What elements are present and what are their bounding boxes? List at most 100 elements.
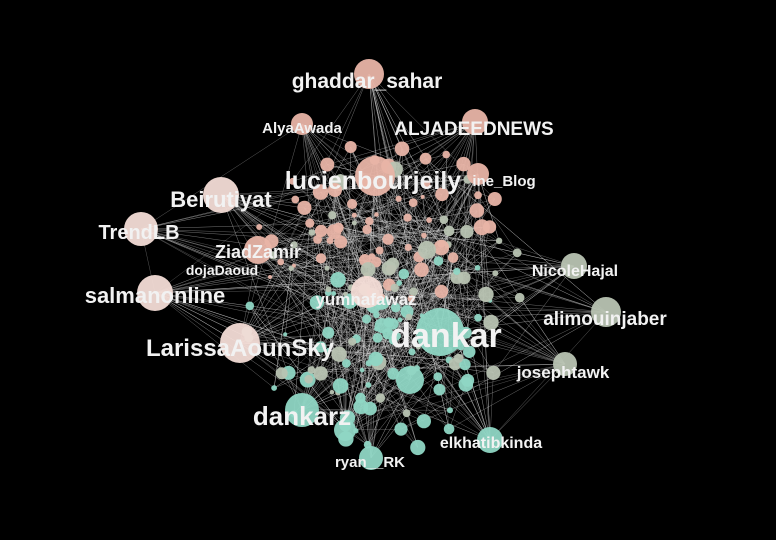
label-LarissaAounSky: LarissaAounSky — [146, 335, 335, 362]
graph-node-s37 — [348, 338, 356, 346]
graph-node-s25 — [442, 151, 450, 159]
graph-node-s95 — [309, 229, 316, 236]
label-Beirutiyat: Beirutiyat — [170, 187, 272, 212]
label-ryan_RK: ryan__RK — [335, 454, 405, 471]
graph-node-n2 — [396, 366, 424, 394]
graph-node-s165 — [396, 196, 402, 202]
label-yumnafawaz: yumnafawaz — [315, 290, 416, 309]
graph-node-s31 — [475, 265, 481, 271]
graph-node-s104 — [333, 223, 343, 233]
graph-node-s173 — [414, 262, 429, 277]
graph-node-s132 — [410, 440, 425, 455]
graph-node-s46 — [492, 270, 498, 276]
graph-node-s148 — [417, 414, 431, 428]
graph-node-s171 — [421, 195, 425, 199]
graph-node-s27 — [444, 424, 455, 435]
graph-node-s79 — [403, 409, 411, 417]
graph-node-n4 — [418, 241, 436, 259]
graph-node-s83 — [513, 248, 522, 257]
graph-node-s179 — [474, 219, 490, 235]
graph-node-s116 — [313, 366, 327, 380]
label-lucienbourjeily: lucienbourjeily — [285, 167, 462, 195]
graph-node-s26 — [515, 293, 525, 303]
label-dankarz: dankarz — [253, 401, 351, 431]
graph-node-s56 — [328, 211, 336, 219]
graph-node-s72 — [470, 203, 485, 218]
graph-node-s40 — [395, 142, 410, 157]
graph-node-s43 — [360, 368, 365, 373]
graph-node-s115 — [256, 224, 262, 230]
graph-node-s14 — [246, 302, 255, 311]
graph-node-s54 — [447, 407, 453, 413]
label-ine_Blog: ine_Blog — [472, 173, 535, 190]
graph-node-s9 — [362, 315, 371, 324]
graph-node-s140 — [405, 244, 412, 251]
graph-node-s126 — [426, 217, 432, 223]
graph-edge — [467, 232, 574, 266]
graph-node-s117 — [315, 225, 327, 237]
graph-node-s74 — [366, 382, 372, 388]
graph-node-s41 — [444, 226, 455, 237]
graph-node-s178 — [459, 377, 474, 392]
graph-node-s145 — [373, 312, 380, 319]
graph-node-s118 — [404, 214, 412, 222]
graph-node-s164 — [488, 192, 502, 206]
label-josephtawk: josephtawk — [516, 363, 610, 382]
graph-node-s157 — [434, 240, 450, 256]
graph-node-s110 — [297, 201, 311, 215]
graph-node-s147 — [435, 285, 448, 298]
graph-node-s7 — [271, 385, 277, 391]
graph-node-s186 — [330, 390, 335, 395]
graph-node-s39 — [362, 225, 371, 234]
graph-node-s189 — [376, 393, 385, 402]
graph-node-s60 — [474, 191, 482, 199]
graph-node-s8 — [345, 141, 357, 153]
graph-node-s86 — [409, 198, 418, 207]
label-ghaddar_sahar: ghaddar_sahar — [292, 70, 443, 93]
graph-node-s88 — [399, 269, 410, 280]
graph-node-s151 — [352, 221, 357, 226]
graph-node-s22 — [448, 252, 459, 263]
graph-node-s187 — [434, 384, 446, 396]
graph-node-s12 — [365, 217, 373, 225]
graph-node-s85 — [486, 366, 500, 380]
label-dojaDaoud: dojaDaoud — [186, 262, 258, 278]
graph-node-s160 — [394, 423, 407, 436]
graph-node-s91 — [460, 225, 473, 238]
label-NicoleHajal: NicoleHajal — [532, 263, 618, 280]
graph-node-s112 — [373, 333, 383, 343]
graph-node-s45 — [316, 253, 326, 263]
label-salmanonline: salmanonline — [85, 283, 226, 308]
graph-node-s48 — [496, 238, 502, 244]
graph-node-s131 — [374, 327, 379, 332]
graph-node-s185 — [454, 354, 463, 363]
graph-node-s96 — [276, 367, 288, 379]
graph-node-s158 — [458, 271, 471, 284]
graph-node-s100 — [305, 219, 314, 228]
graph-node-s181 — [352, 213, 357, 218]
graph-node-s162 — [434, 372, 443, 381]
graph-node-s127 — [330, 272, 346, 288]
graph-node-s166 — [420, 153, 432, 165]
graph-node-s154 — [382, 261, 397, 276]
graph-node-s101 — [334, 236, 347, 249]
graph-node-s67 — [421, 233, 427, 239]
graph-node-s59 — [374, 212, 379, 217]
graph-node-s143 — [355, 393, 366, 404]
label-TrendLB: TrendLB — [98, 222, 179, 244]
label-alimouinjaber: alimouinjaber — [543, 309, 667, 330]
label-dankar: dankar — [390, 317, 502, 355]
graph-node-s180 — [289, 266, 294, 271]
label-ZiadZamir: ZiadZamir — [215, 242, 301, 262]
graph-node-s177 — [478, 287, 493, 302]
graph-node-s134 — [347, 199, 357, 209]
graph-node-s135 — [324, 266, 329, 271]
graph-node-s172 — [361, 262, 376, 277]
graph-node-s89 — [369, 352, 383, 366]
graph-node-s128 — [383, 234, 394, 245]
graph-node-s113 — [304, 375, 313, 384]
graph-node-s133 — [291, 196, 299, 204]
label-AlyaAwada: AlyaAwada — [262, 120, 342, 137]
